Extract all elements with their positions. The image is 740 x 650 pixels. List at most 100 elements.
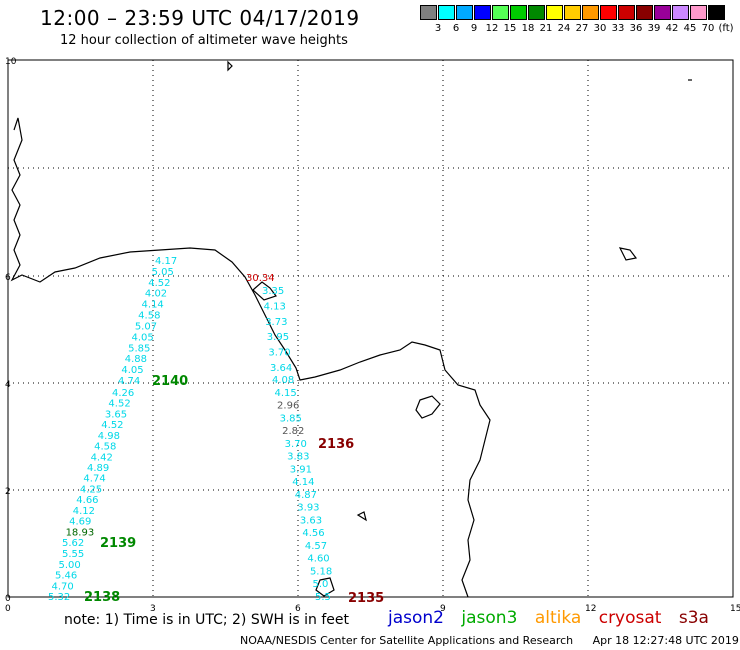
wave-height-value: 4.05 (131, 332, 153, 343)
x-tick-label: 6 (295, 604, 301, 614)
legend-label: (ft) (718, 23, 734, 34)
wave-height-value: 4.13 (264, 301, 286, 312)
legend-swatch (708, 5, 725, 20)
wave-height-value: 3.83 (287, 452, 309, 463)
wave-height-value: 4.58 (138, 311, 160, 322)
wave-height-value: 4.89 (87, 463, 109, 474)
tick-labels: 0 3 6 9 12 15 0 2 4 6 10 (5, 57, 740, 614)
legend-swatch (618, 5, 635, 20)
wave-height-value: 4.17 (155, 256, 177, 267)
note-text: note: 1) Time is in UTC; 2) SWH is in fe… (64, 612, 350, 628)
wave-height-value: 4.70 (52, 581, 74, 592)
track-id-label: 2136 (318, 437, 354, 452)
y-tick-label: 0 (5, 594, 11, 604)
legend-label: 12 (485, 23, 499, 34)
wave-height-value: 4.42 (91, 452, 113, 463)
satellite-jason2: jason2 (388, 608, 444, 628)
wave-height-value: 3.85 (280, 413, 302, 424)
legend-label: 45 (683, 23, 697, 34)
satellite-jason3: jason3 (461, 608, 518, 628)
y-tick-label: 10 (5, 57, 17, 67)
wave-height-value: 5.07 (135, 321, 157, 332)
wave-height-value: 4.15 (275, 388, 297, 399)
legend-swatch (510, 5, 527, 20)
y-tick-label: 6 (5, 273, 11, 283)
wave-height-value: 4.08 (272, 375, 294, 386)
plot-frame (7, 59, 734, 598)
legend-swatch (528, 5, 545, 20)
wave-height-value: 4.88 (125, 354, 147, 365)
wave-height-value: 3.70 (268, 348, 290, 359)
wave-height-value: 3.93 (297, 503, 319, 514)
wave-height-value: 4.74 (118, 376, 140, 387)
wave-height-value: 4.69 (69, 517, 91, 528)
wave-height-value: 30.34 (246, 273, 275, 284)
wave-height-value: 5.46 (55, 571, 77, 582)
x-tick-label: 12 (585, 604, 596, 614)
legend-label: 39 (647, 23, 661, 34)
legend-swatch (600, 5, 617, 20)
wave-height-value: 3.70 (285, 439, 307, 450)
wave-height-value: 2.96 (277, 401, 299, 412)
x-tick-label: 3 (150, 604, 156, 614)
wave-height-value: 4.66 (76, 495, 98, 506)
wave-height-value: 3.73 (265, 317, 287, 328)
wave-height-value: 4.14 (292, 477, 314, 488)
legend-swatch (690, 5, 707, 20)
legend-label: 27 (575, 23, 589, 34)
wave-height-value: 4.02 (145, 289, 167, 300)
x-tick-label: 0 (5, 604, 11, 614)
legend-label: 70 (701, 23, 715, 34)
legend-swatch (438, 5, 455, 20)
track-id-label: 2140 (152, 374, 188, 389)
chart-title: 12:00 – 23:59 UTC 04/17/2019 (40, 6, 360, 30)
satellite-altika: altika (534, 608, 582, 628)
legend-swatch (474, 5, 491, 20)
coastline (10, 60, 692, 598)
legend-label: 3 (434, 23, 442, 34)
chart-subtitle: 12 hour collection of altimeter wave hei… (60, 33, 348, 48)
wave-height-value: 18.93 (66, 527, 95, 538)
legend-swatch (636, 5, 653, 20)
track-id-label: 2138 (84, 590, 120, 605)
legend-label: 30 (593, 23, 607, 34)
legend-swatch (564, 5, 581, 20)
footer-timestamp: Apr 18 12:27:48 UTC 2019 (592, 634, 739, 647)
wave-height-value: 4.57 (305, 541, 327, 552)
wave-height-value: 5.32 (48, 592, 70, 603)
legend-swatch (420, 5, 437, 20)
wave-height-value: 3.91 (290, 464, 312, 475)
legend-label: 33 (611, 23, 625, 34)
legend-swatch (654, 5, 671, 20)
legend-label: 15 (503, 23, 517, 34)
satellite-s3a: s3a (678, 608, 709, 628)
y-tick-label: 4 (5, 380, 11, 390)
wave-height-value: 4.74 (83, 474, 105, 485)
legend-label: 18 (521, 23, 535, 34)
wave-height-value: 3.63 (300, 515, 322, 526)
legend-label: 42 (665, 23, 679, 34)
legend-label: 6 (452, 23, 460, 34)
wave-height-value: 4.58 (94, 442, 116, 453)
legend-label: 24 (557, 23, 571, 34)
wave-height-value: 4.12 (73, 506, 95, 517)
wave-height-value: 5.55 (62, 549, 84, 560)
legend-swatch (492, 5, 509, 20)
wave-height-value: 4.52 (101, 420, 123, 431)
track-id-label: 2135 (348, 591, 384, 606)
footer: NOAA/NESDIS Center for Satellite Applica… (240, 634, 739, 647)
footer-source: NOAA/NESDIS Center for Satellite Applica… (240, 634, 574, 647)
x-tick-label: 15 (730, 604, 740, 614)
x-tick-label: 9 (440, 604, 446, 614)
wave-height-value: 4.98 (98, 431, 120, 442)
wave-height-value: 5.00 (59, 560, 81, 571)
wave-height-value: 5.05 (152, 267, 174, 278)
wave-height-value: 4.56 (302, 528, 324, 539)
legend-swatch (582, 5, 599, 20)
track-values: 4.175.054.524.024.144.585.074.055.854.88… (48, 256, 384, 606)
legend-label: 9 (470, 23, 478, 34)
legend-swatch (672, 5, 689, 20)
wave-height-value: 5.62 (62, 538, 84, 549)
satellite-legend: jason2 jason3 altika cryosat s3a (388, 608, 721, 628)
